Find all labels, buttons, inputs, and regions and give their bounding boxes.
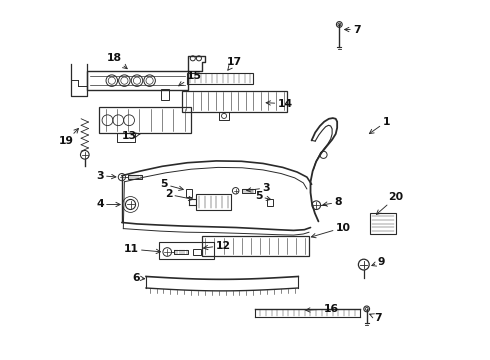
Text: 7: 7 xyxy=(369,312,382,323)
Text: 14: 14 xyxy=(266,99,293,109)
Bar xyxy=(99,107,191,133)
Text: 3: 3 xyxy=(96,171,116,181)
Text: 2: 2 xyxy=(165,189,193,201)
Text: 19: 19 xyxy=(59,129,78,146)
Text: 8: 8 xyxy=(323,197,342,207)
Text: 16: 16 xyxy=(306,304,339,314)
Text: 7: 7 xyxy=(344,24,361,35)
Text: 6: 6 xyxy=(132,273,145,283)
Text: 12: 12 xyxy=(203,240,231,251)
Text: 4: 4 xyxy=(96,199,120,210)
Text: 1: 1 xyxy=(369,117,390,134)
Text: 20: 20 xyxy=(376,192,403,215)
Bar xyxy=(196,194,231,210)
Bar xyxy=(162,89,169,100)
Text: 11: 11 xyxy=(124,244,161,254)
Bar xyxy=(193,249,201,255)
Bar xyxy=(187,73,253,84)
Text: 5: 5 xyxy=(160,179,183,190)
Bar xyxy=(370,213,396,234)
Bar xyxy=(186,189,192,197)
Bar xyxy=(182,91,287,112)
Text: 3: 3 xyxy=(246,183,270,193)
Bar xyxy=(267,199,273,206)
Text: 17: 17 xyxy=(227,57,242,70)
Text: 13: 13 xyxy=(122,131,140,141)
Text: 9: 9 xyxy=(372,257,385,267)
Text: 5: 5 xyxy=(255,191,271,201)
Text: 10: 10 xyxy=(311,222,351,238)
Bar xyxy=(159,242,215,259)
Text: 15: 15 xyxy=(178,71,202,86)
Text: 18: 18 xyxy=(107,53,127,69)
Bar xyxy=(202,236,309,256)
